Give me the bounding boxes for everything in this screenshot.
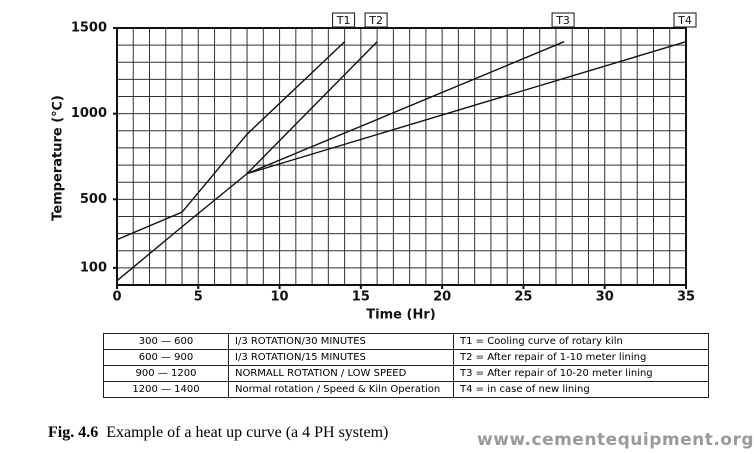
- table-cell: T3 = After repair of 10-20 meter lining: [453, 365, 709, 382]
- x-axis-label: Time (Hr): [366, 308, 435, 321]
- x-tick-label: 35: [677, 290, 695, 305]
- legend-box: [332, 12, 356, 28]
- table-row: 900 — 1200 NORMALL ROTATION / LOW SPEED T3…: [103, 365, 709, 382]
- series-line: [246, 41, 687, 175]
- watermark: www.cementequipment.org: [477, 430, 754, 450]
- legend-label: T4: [677, 14, 692, 27]
- table-row: 1200 — 1400 Normal rotation / Speed & Kil…: [103, 381, 709, 398]
- table-cell: 1200 — 1400: [103, 381, 229, 398]
- legend-box: [673, 12, 697, 28]
- caption-label: Fig. 4.6: [48, 424, 99, 441]
- plot-frame: [116, 27, 687, 286]
- series-line: [116, 41, 346, 241]
- table-cell: T1 = Cooling curve of rotary kiln: [453, 333, 709, 350]
- x-tick-label: 0: [112, 290, 121, 305]
- table-cell: T4 = in case of new lining: [453, 381, 709, 398]
- legend-table: 300 — 600 I/3 ROTATION/30 MINUTES T1 = Coo…: [103, 333, 709, 398]
- legend-label: T1: [336, 14, 351, 27]
- x-tick-label: 15: [352, 290, 370, 305]
- x-tick-label: 30: [596, 290, 614, 305]
- table-row: 300 — 600 I/3 ROTATION/30 MINUTES T1 = Coo…: [103, 333, 709, 350]
- caption: Fig. 4.6 Example of a heat up curve (a 4…: [48, 424, 388, 442]
- legend-box: [551, 12, 575, 28]
- table-cell: 900 — 1200: [103, 365, 229, 382]
- x-tick-label: 5: [194, 290, 203, 305]
- x-tick-label: 10: [271, 290, 289, 305]
- table-cell: I/3 ROTATION/15 MINUTES: [228, 349, 454, 366]
- table-cell: Normal rotation / Speed & Kiln Operation: [228, 381, 454, 398]
- series-line: [246, 41, 565, 175]
- table-row: 600 — 900 I/3 ROTATION/15 MINUTES T2 = Aft…: [103, 349, 709, 366]
- y-tick-label: 1500: [71, 21, 107, 36]
- legend-box: [364, 12, 388, 28]
- series-line: [116, 41, 378, 282]
- y-axis-label: Temperature (℃): [51, 95, 66, 221]
- y-tick-label: 100: [80, 260, 107, 275]
- caption-text: Example of a heat up curve (a 4 PH syste…: [106, 424, 389, 441]
- legend-label: T3: [555, 14, 570, 27]
- table-cell: I/3 ROTATION/30 MINUTES: [228, 333, 454, 350]
- legend-label: T2: [368, 14, 383, 27]
- table-cell: NORMALL ROTATION / LOW SPEED: [228, 365, 454, 382]
- table-cell: 600 — 900: [103, 349, 229, 366]
- x-tick-label: 25: [514, 290, 532, 305]
- y-tick-label: 1000: [71, 106, 107, 121]
- y-tick-label: 500: [80, 192, 107, 207]
- table-cell: T2 = After repair of 1-10 meter lining: [453, 349, 709, 366]
- x-tick-label: 20: [433, 290, 451, 305]
- table-cell: 300 — 600: [103, 333, 229, 350]
- chart: Time (Hr) Temperature (℃) 0 5 10 15 20 25 30 35…: [51, 12, 697, 321]
